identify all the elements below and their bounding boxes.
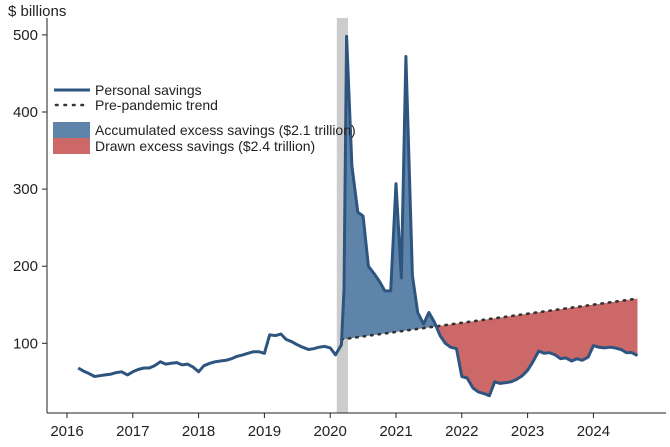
x-tick-label: 2020 [314,423,347,440]
y-tick-label: 300 [13,181,38,198]
legend-swatch-accumulated [53,122,90,138]
legend-label-drawn: Drawn excess savings ($2.4 trillion) [95,138,315,154]
y-tick-label: 200 [13,258,38,275]
x-tick-label: 2022 [445,423,478,440]
y-tick-label: 100 [13,335,38,352]
legend-label-savings: Personal savings [95,82,202,98]
x-tick-label: 2023 [511,423,544,440]
y-tick-label: 400 [13,104,38,121]
x-tick-label: 2016 [50,423,83,440]
personal-savings-line [77,34,639,398]
pre-pandemic-trend-line [340,297,639,341]
y-tick-label: 500 [13,27,38,44]
legend-label-trend: Pre-pandemic trend [95,97,218,113]
x-tick-label: 2019 [248,423,281,440]
y-axis-label: $ billions [8,3,66,20]
x-tick-label: 2024 [577,423,610,440]
drawn-excess-area [436,298,638,396]
accumulated-excess-area [341,36,437,345]
x-tick-label: 2021 [379,423,412,440]
x-tick-label: 2018 [182,423,215,440]
legend-label-accumulated: Accumulated excess savings ($2.1 trillio… [95,122,356,138]
recession-band [336,18,348,413]
legend-swatch-drawn [53,138,90,154]
x-tick-label: 2017 [116,423,149,440]
